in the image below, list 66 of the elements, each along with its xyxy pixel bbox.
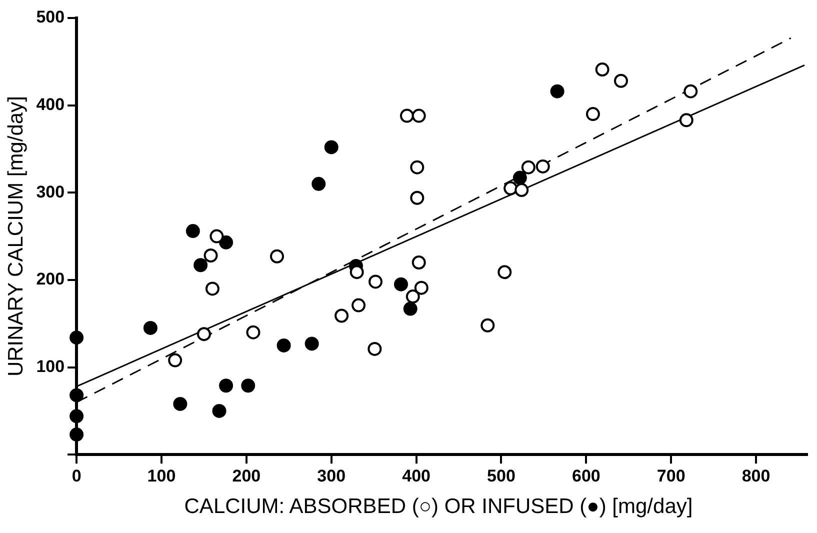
point	[512, 170, 527, 185]
point	[196, 327, 211, 342]
point	[304, 336, 319, 351]
point	[350, 265, 364, 280]
point	[270, 249, 284, 264]
point	[414, 280, 428, 295]
point	[412, 108, 426, 123]
point	[204, 248, 218, 263]
point	[70, 330, 84, 345]
point	[406, 290, 420, 304]
x-tick-label: 400	[402, 466, 430, 486]
point	[246, 325, 260, 340]
x-tick-label: 100	[147, 466, 176, 486]
x-tick-label: 500	[487, 466, 516, 486]
point	[498, 265, 512, 280]
point	[219, 235, 234, 250]
y-tick-label: 400	[36, 95, 65, 114]
x-tick-label: 0	[72, 466, 82, 486]
point	[276, 338, 291, 352]
point	[186, 224, 200, 238]
point	[324, 140, 338, 154]
point	[412, 255, 426, 270]
point	[352, 298, 366, 312]
point	[334, 308, 349, 323]
point	[504, 181, 518, 196]
y-axis-title: URINARY CALCIUM [mg/day]	[4, 96, 28, 377]
x-tick-label: 200	[232, 466, 261, 486]
point	[394, 277, 408, 292]
point	[194, 258, 208, 272]
x-tick-label: 700	[656, 466, 686, 486]
y-tick-label: 500	[36, 8, 65, 27]
y-tick-label: 100	[36, 356, 65, 376]
point	[241, 378, 256, 393]
point	[536, 159, 550, 174]
point	[212, 404, 226, 418]
point	[550, 84, 564, 98]
point	[143, 320, 158, 335]
point	[679, 113, 694, 128]
point	[586, 107, 600, 122]
point	[521, 160, 536, 174]
y-tick-label: 300	[36, 182, 65, 202]
x-axis-title: CALCIUM: ABSORBED (○) OR INFUSED (●) [mg/day]	[183, 495, 694, 519]
point	[368, 342, 382, 356]
point	[410, 190, 424, 205]
point	[210, 229, 224, 244]
point	[168, 353, 182, 368]
point	[410, 160, 424, 174]
point	[480, 318, 495, 332]
point	[368, 274, 383, 289]
point	[205, 282, 220, 296]
point	[614, 74, 628, 88]
x-tick-label: 300	[317, 466, 346, 486]
x-tick-label: 600	[572, 466, 600, 486]
point	[70, 428, 84, 442]
point	[70, 388, 84, 402]
point	[312, 176, 326, 191]
y-tick-label: 200	[36, 270, 65, 289]
x-tick-label: 800	[742, 466, 770, 486]
point	[219, 378, 234, 393]
point	[403, 302, 418, 316]
point	[70, 409, 84, 424]
point	[514, 183, 529, 198]
point	[595, 62, 610, 77]
point	[173, 396, 188, 411]
point	[684, 84, 698, 98]
point	[400, 108, 414, 123]
